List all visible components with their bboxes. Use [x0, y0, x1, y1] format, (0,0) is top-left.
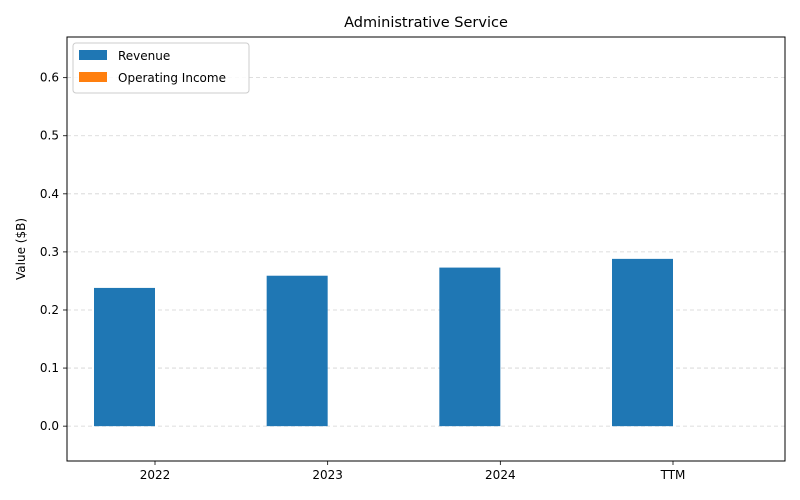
x-tick-label: 2023 [312, 468, 343, 482]
legend-label: Revenue [118, 49, 170, 63]
legend: Revenue Operating Income [72, 42, 250, 94]
x-axis: 2022 2023 2024 TTM [140, 461, 686, 482]
grid-lines [67, 77, 785, 427]
x-tick-label: 2022 [140, 468, 171, 482]
bar-revenue [612, 258, 673, 427]
chart-title: Administrative Service [344, 15, 508, 31]
legend-swatch [79, 72, 107, 82]
bar-revenue [266, 275, 328, 427]
legend-label: Operating Income [118, 71, 226, 85]
y-tick-label: 0.1 [40, 361, 59, 375]
y-tick-label: 0.6 [40, 71, 59, 85]
y-tick-label: 0.3 [40, 245, 59, 259]
bar-revenue [439, 267, 501, 427]
y-axis-label: Value ($B) [14, 218, 28, 280]
plot-frame [66, 36, 786, 462]
x-tick-label: 2024 [485, 468, 516, 482]
bars [94, 258, 673, 427]
y-tick-label: 0.0 [40, 419, 59, 433]
legend-box [72, 42, 250, 94]
y-tick-label: 0.4 [40, 187, 59, 201]
y-axis: 0.0 0.1 0.2 0.3 0.4 0.5 0.6 [40, 71, 67, 433]
y-tick-label: 0.2 [40, 303, 59, 317]
y-tick-label: 0.5 [40, 129, 59, 143]
bar-revenue [94, 287, 155, 427]
x-tick-label: TTM [660, 468, 686, 482]
legend-swatch [79, 50, 107, 60]
